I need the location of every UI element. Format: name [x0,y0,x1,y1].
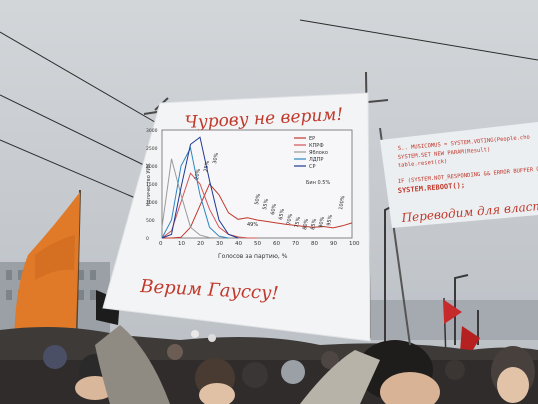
x-tick-label: 20 [197,241,204,247]
x-tick-label: 50 [254,241,261,247]
chart-annotation: 65% [278,208,286,220]
legend-label: Яблоко [309,150,328,156]
y-tick-label: 2000 [146,164,158,170]
right-banner: S.. MUSICOMUS = SYSTEM.VOTING(People.cho… [379,122,538,346]
x-tick-label: 10 [178,241,185,247]
x-tick-label: 0 [159,241,163,247]
chart-annotation: 70% [286,213,294,225]
x-tick-label: 80 [311,241,318,247]
series-line [161,172,257,239]
legend-label: ЕР [309,136,315,142]
legend-label: КПРФ [309,143,324,149]
x-tick-label: 40 [235,241,242,247]
chart-series [161,136,353,239]
chart-annotation: 49% [247,222,258,228]
x-tick-label: 100 [349,241,360,247]
x-tick-label: 90 [330,241,337,247]
chart-annotation: 90% [318,216,326,228]
series-line [161,158,220,239]
orange-flag [14,189,81,396]
y-tick-label: 1000 [146,200,158,206]
overhead-wires [0,19,538,201]
chart-annotation: 95% [326,214,334,226]
series-line [162,183,353,239]
y-tick-label: 500 [146,218,155,224]
x-tick-label: 60 [273,241,280,247]
chart-ylabel: Количество УИК [146,163,152,206]
y-tick-labels: 0 500 1000 1500 2000 2500 3000 [146,128,158,242]
chart-annotation: 75% [294,216,302,228]
chart-annotation: 25% [203,160,211,172]
legend-label: СР [309,164,316,170]
chart-annotation: 60% [270,203,278,215]
legend-label: ЛДПР [309,157,323,163]
chart-bin-label: Бин 0.5% [306,180,330,186]
series-line [161,146,229,239]
crowd [0,290,538,404]
x-tick-label: 30 [216,241,223,247]
x-tick-label: 70 [292,241,299,247]
chart-annotation: 30% [212,152,220,164]
chart-xlabel: Голосов за партию, % [218,253,288,260]
code-line: table.reset(ck) [398,159,448,169]
y-tick-label: 3000 [146,128,158,134]
y-tick-label: 1500 [146,182,158,188]
chart-annotation: 100% [338,195,346,210]
y-tick-label: 2500 [146,146,158,152]
chart-annotation: 50% [254,193,262,205]
chart-annotation: 85% [310,218,318,230]
main-banner: Чурову не верим! Верим Гауссу! Количеств… [102,92,371,342]
series-line [161,136,239,239]
chart-annotations: 20%25%30% 49% 50% 55% 60% 65% 70% 75% 80% 85% 90% 9… [194,152,346,230]
x-tick-labels: 0 10 20 30 40 50 60 70 80 90 100 [159,241,360,247]
y-tick-label: 0 [146,236,149,242]
chart-annotation: 80% [302,218,310,230]
chart-annotation: 55% [262,198,270,210]
chart-annotation: 20% [194,168,202,180]
vote-distribution-chart: Количество УИК Голосов за партию, % Бин … [146,128,360,260]
